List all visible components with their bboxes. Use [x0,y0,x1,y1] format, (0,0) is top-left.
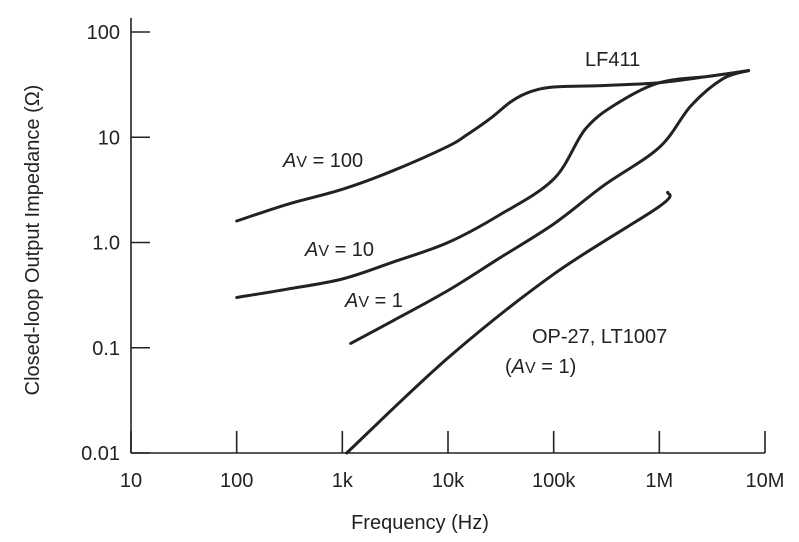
x-tick-label-1: 100 [220,470,253,492]
tick-labels: 10 100 1k 10k 100k 1M 10M 0.01 0.1 1.0 10 100 [81,22,784,492]
curves [235,69,751,455]
x-tick-label-2: 1k [332,470,354,492]
x-tick-label-6: 10M [746,470,785,492]
y-tick-label-4: 100 [87,22,120,44]
annotation-op27-gain-a: A [511,356,525,378]
annotation-op27-gain-value: = 1) [536,356,577,378]
annotation-av-1-sub: V [358,294,369,311]
x-tick-label-0: 10 [120,470,142,492]
annotation-av-100-sub: V [296,154,307,171]
series-line-3 [345,190,672,455]
annotation-av-10-sub: V [318,243,329,260]
series-line-1 [235,69,751,299]
annotation-av-1-a: A [344,290,358,312]
annotation-av-100-a: A [282,150,296,172]
annotation-lf411: LF411 [585,49,640,71]
annotation-av-100-value: = 100 [307,150,363,172]
series-line-2 [349,69,751,345]
annotation-av-10-value: = 10 [329,239,374,261]
y-tick-label-0: 0.01 [81,443,120,465]
y-tick-label-3: 10 [98,127,120,149]
annotations: LF411 AV = 100 AV = 10 AV = 1 OP-27, LT1… [282,49,667,378]
annotation-op27-gain-sub: V [525,360,536,377]
annotation-op27-gain: (AV = 1) [505,356,576,378]
annotation-op27-gain-open: ( [505,356,512,378]
axes [130,18,765,454]
annotation-av-1: AV = 1 [344,290,403,312]
y-tick-label-1: 0.1 [92,338,120,360]
annotation-av-100: AV = 100 [282,150,363,172]
series-line-0 [235,69,751,223]
annotation-av-10-a: A [304,239,318,261]
annotation-av-10: AV = 10 [304,239,374,261]
x-axis-title: Frequency (Hz) [351,512,489,534]
y-tick-label-2: 1.0 [92,233,120,255]
ticks [130,31,766,454]
annotation-op27-lt1007: OP-27, LT1007 [532,326,667,348]
x-tick-label-3: 10k [432,470,465,492]
x-tick-label-5: 1M [645,470,673,492]
x-tick-label-4: 100k [532,470,576,492]
y-axis-title: Closed-loop Output Impedance (Ω) [22,85,44,396]
annotation-av-1-value: = 1 [369,290,403,312]
